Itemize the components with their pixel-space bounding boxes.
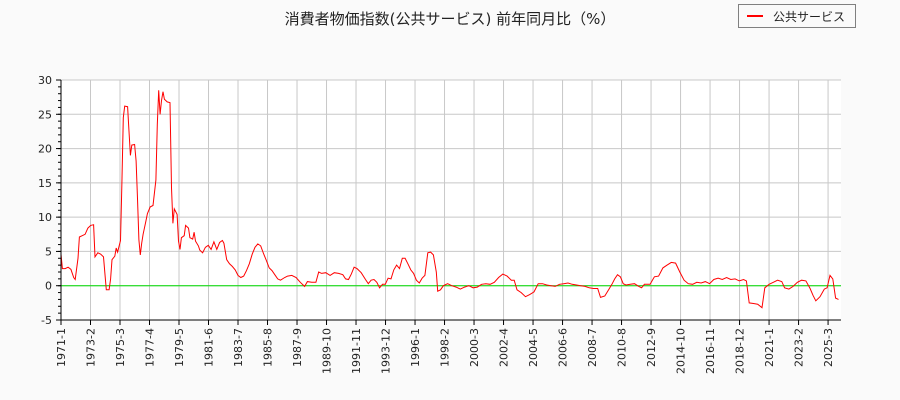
x-tick-label: 2004-5 [527,328,540,367]
legend: 公共サービス [738,4,856,28]
y-tick-label: 30 [38,74,52,87]
y-tick-label: 5 [45,245,52,258]
axes [60,80,841,321]
grid-lines [60,79,841,321]
y-tick-label: 15 [38,177,52,190]
x-tick-label: 1975-3 [114,328,127,367]
x-tick-label: 2006-6 [557,328,570,367]
x-tick-label: 1983-7 [232,328,245,367]
chart-title: 消費者物価指数(公共サービス) 前年同月比（%） [284,10,616,28]
x-tick-label: 2025-3 [822,328,835,367]
x-tick-label: 1991-11 [350,328,363,374]
x-tick-label: 2010-8 [616,328,629,367]
y-tick-label: 25 [38,108,52,121]
x-tick-label: 2012-9 [645,328,658,367]
legend-label: 公共サービス [773,9,846,24]
series-line-public-services [60,90,839,309]
x-tick-label: 2008-7 [586,328,599,367]
x-tick-label: 1977-4 [144,328,157,367]
y-axis-ticks: 30 25 20 15 10 5 0 -5 [38,74,61,327]
x-tick-label: 2023-2 [793,328,806,367]
x-tick-label: 2014-10 [675,328,688,374]
x-tick-label: 1993-12 [380,328,393,374]
x-axis-ticks: 1971-1 1973-2 1975-3 1977-4 1979-5 1981-6 1983… [55,320,835,374]
y-tick-label: 0 [45,280,52,293]
y-tick-label: 20 [38,143,52,156]
x-tick-label: 1985-8 [262,328,275,367]
x-tick-label: 1998-2 [439,328,452,367]
x-tick-label: 1996-1 [409,328,422,367]
x-tick-label: 1987-9 [291,328,304,367]
x-tick-label: 1973-2 [85,328,98,367]
x-tick-label: 2016-11 [704,328,717,374]
x-tick-label: 2018-12 [734,328,747,374]
x-tick-label: 1981-6 [203,328,216,367]
plot-background [61,80,841,320]
legend-swatch-icon [747,15,763,17]
x-tick-label: 2002-4 [498,328,511,367]
x-tick-label: 1979-5 [173,328,186,367]
y-tick-label: -5 [41,314,52,327]
x-tick-label: 1971-1 [55,328,68,367]
x-tick-label: 2021-1 [763,328,776,367]
y-tick-label: 10 [38,211,52,224]
x-tick-label: 1989-10 [321,328,334,374]
x-tick-label: 2000-3 [468,328,481,367]
